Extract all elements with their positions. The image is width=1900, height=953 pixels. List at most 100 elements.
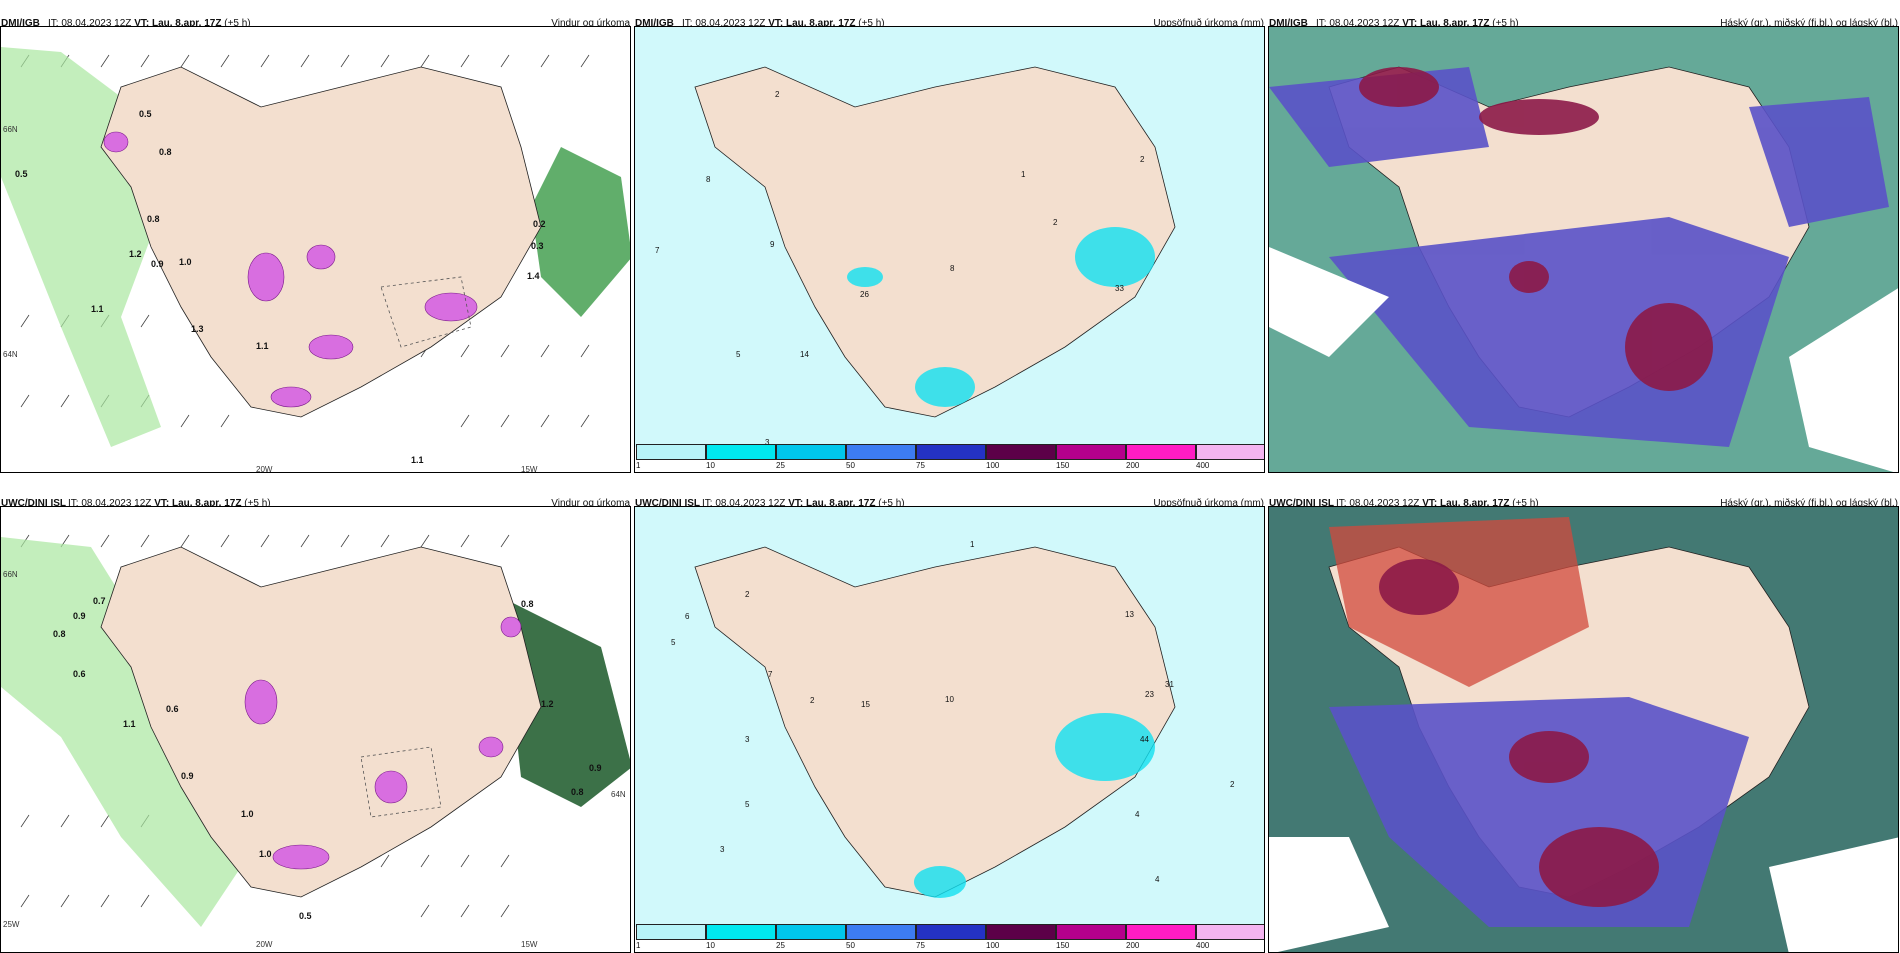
colorbar-swatch: [776, 924, 846, 940]
init-time: IT: 08.04.2023 12Z VT: Lau. 8.apr. 17Z (…: [682, 18, 885, 29]
wind-value: 0.9: [589, 763, 602, 773]
precip-value: 31: [1165, 680, 1174, 689]
clouds-map-svg: [1269, 507, 1898, 952]
precip-value: 10: [945, 695, 954, 704]
precip-value: 7: [768, 670, 773, 679]
precip-value: 2: [775, 90, 780, 99]
map-clouds: [1268, 506, 1899, 953]
colorbar-label: 100: [986, 941, 1000, 950]
colorbar-swatch: [636, 444, 706, 460]
colorbar-label: 200: [1126, 941, 1140, 950]
precip-value: 5: [736, 350, 741, 359]
wind-value: 1.0: [241, 809, 254, 819]
colorbar-swatch: [986, 924, 1056, 940]
model-source: DMI/IGB: [1269, 18, 1308, 29]
magenta-cells: [103, 131, 478, 408]
wind-barbs: [20, 534, 510, 918]
colorbar-swatch: [916, 444, 986, 460]
init-time: IT: 08.04.2023 12Z VT: Lau. 8.apr. 17Z (…: [702, 498, 905, 509]
wind-value: 0.8: [147, 214, 160, 224]
clear-areas: [1269, 837, 1898, 952]
iceland-land: [694, 66, 1176, 418]
wind-value: 0.9: [181, 771, 194, 781]
valid-time-label: VT: Lau. 8.apr. 17Z: [1402, 18, 1490, 29]
init-time: IT: 08.04.2023 12Z VT: Lau. 8.apr. 17Z (…: [1336, 498, 1539, 509]
precip-labels: 2 1 5 6 7 2 3 10 13 15 23 31 44 4 2 4 5 …: [671, 540, 1235, 884]
wind-value: 1.1: [411, 455, 424, 465]
colorbar-swatch: [846, 924, 916, 940]
precip-value: 44: [1140, 735, 1149, 744]
init-time-label: IT: 08.04.2023 12Z: [1336, 498, 1420, 509]
wind-value: 0.3: [531, 241, 544, 251]
precip-value: 1: [970, 540, 975, 549]
colorbar-label: 400: [1196, 941, 1210, 950]
precip-value: 2: [810, 696, 815, 705]
wind-value: 1.2: [129, 249, 142, 259]
precip-value: 3: [765, 438, 770, 447]
wind-value: 0.8: [53, 629, 66, 639]
valid-time-label: VT: Lau. 8.apr. 17Z: [768, 18, 856, 29]
colorbar-label: 10: [706, 461, 715, 470]
colorbar-swatch: [706, 924, 776, 940]
colorbar-label: 75: [916, 941, 925, 950]
model-source: UWC/DINI ISL: [1, 498, 66, 509]
hatch-area: [360, 746, 442, 818]
low-cloud: [1379, 559, 1659, 907]
lat-label-66: 66N: [3, 125, 18, 134]
colorbar-swatch: [776, 444, 846, 460]
colorbar-swatch: [846, 444, 916, 460]
colorbar-label: 25: [776, 941, 785, 950]
init-time-label: IT: 08.04.2023 12Z: [682, 18, 766, 29]
wind-value: 0.8: [571, 787, 584, 797]
colorbar-swatch: [636, 924, 706, 940]
colorbar-label: 150: [1056, 941, 1070, 950]
precip-value: 7: [655, 246, 660, 255]
wind-value: 0.6: [73, 669, 86, 679]
lead-time: (+5 h): [878, 498, 905, 509]
panel-precip-dini: UWC/DINI ISL IT: 08.04.2023 12Z VT: Lau.…: [634, 492, 1266, 953]
panel-header: DMI/IGB IT: 08.04.2023 12Z VT: Lau. 8.ap…: [634, 12, 1266, 32]
colorbar-label: 400: [1196, 461, 1210, 470]
map-clouds: [1268, 26, 1899, 473]
lead-time: (+5 h): [1492, 18, 1519, 29]
precip-cyan-cells: [914, 713, 1155, 898]
panel-title: Háský (gr.), miðský (fj.bl.) og lágský (…: [1720, 498, 1898, 509]
init-time: IT: 08.04.2023 12Z VT: Lau. 8.apr. 17Z (…: [48, 18, 251, 29]
panel-header: DMI/IGB IT: 08.04.2023 12Z VT: Lau. 8.ap…: [0, 12, 632, 32]
wind-value: 1.0: [259, 849, 272, 859]
valid-time-label: VT: Lau. 8.apr. 17Z: [154, 498, 242, 509]
colorbar-label: 50: [846, 941, 855, 950]
clouds-map-svg: [1269, 27, 1898, 472]
precip-value: 6: [685, 612, 690, 621]
valid-time-label: VT: Lau. 8.apr. 17Z: [788, 498, 876, 509]
colorbar-swatch: [1056, 444, 1126, 460]
precip-value: 3: [720, 845, 725, 854]
axis-labels: 66N 64N 20W 15W 25W: [3, 570, 626, 949]
precip-value: 3: [745, 735, 750, 744]
panel-wind-dini: UWC/DINI ISL IT: 08.04.2023 12Z VT: Lau.…: [0, 492, 632, 953]
init-time-label: IT: 08.04.2023 12Z: [68, 498, 152, 509]
lon-label-15: 15W: [521, 465, 538, 473]
wind-value: 1.1: [91, 304, 104, 314]
panel-header: DMI/IGB IT: 08.04.2023 12Z VT: Lau. 8.ap…: [1268, 12, 1900, 32]
map-precip: 2 1 2 8 9 7 5 14 8 26 33 2 3: [634, 26, 1265, 473]
lat-label-66: 66N: [3, 570, 18, 579]
colorbar-label: 100: [986, 461, 1000, 470]
low-cloud: [1359, 67, 1713, 391]
lat-label-64: 64N: [3, 350, 18, 359]
model-source: UWC/DINI ISL: [1269, 498, 1334, 509]
wind-value: 1.1: [123, 719, 136, 729]
panel-clouds-dmi: DMI/IGB IT: 08.04.2023 12Z VT: Lau. 8.ap…: [1268, 12, 1900, 473]
colorbar-label: 1: [636, 461, 641, 470]
colorbar-swatch: [1126, 444, 1196, 460]
lead-time: (+5 h): [858, 18, 885, 29]
colorbar-swatch: [986, 444, 1056, 460]
precip-value: 2: [1053, 218, 1058, 227]
iceland-land: [694, 546, 1176, 898]
colorbar-swatch: [916, 924, 986, 940]
colorbar-label: 25: [776, 461, 785, 470]
colorbar-swatch: [1196, 924, 1264, 940]
green-precip-west: [1, 537, 241, 927]
lon-label-20: 20W: [256, 465, 273, 473]
colorbar-label: 200: [1126, 461, 1140, 470]
